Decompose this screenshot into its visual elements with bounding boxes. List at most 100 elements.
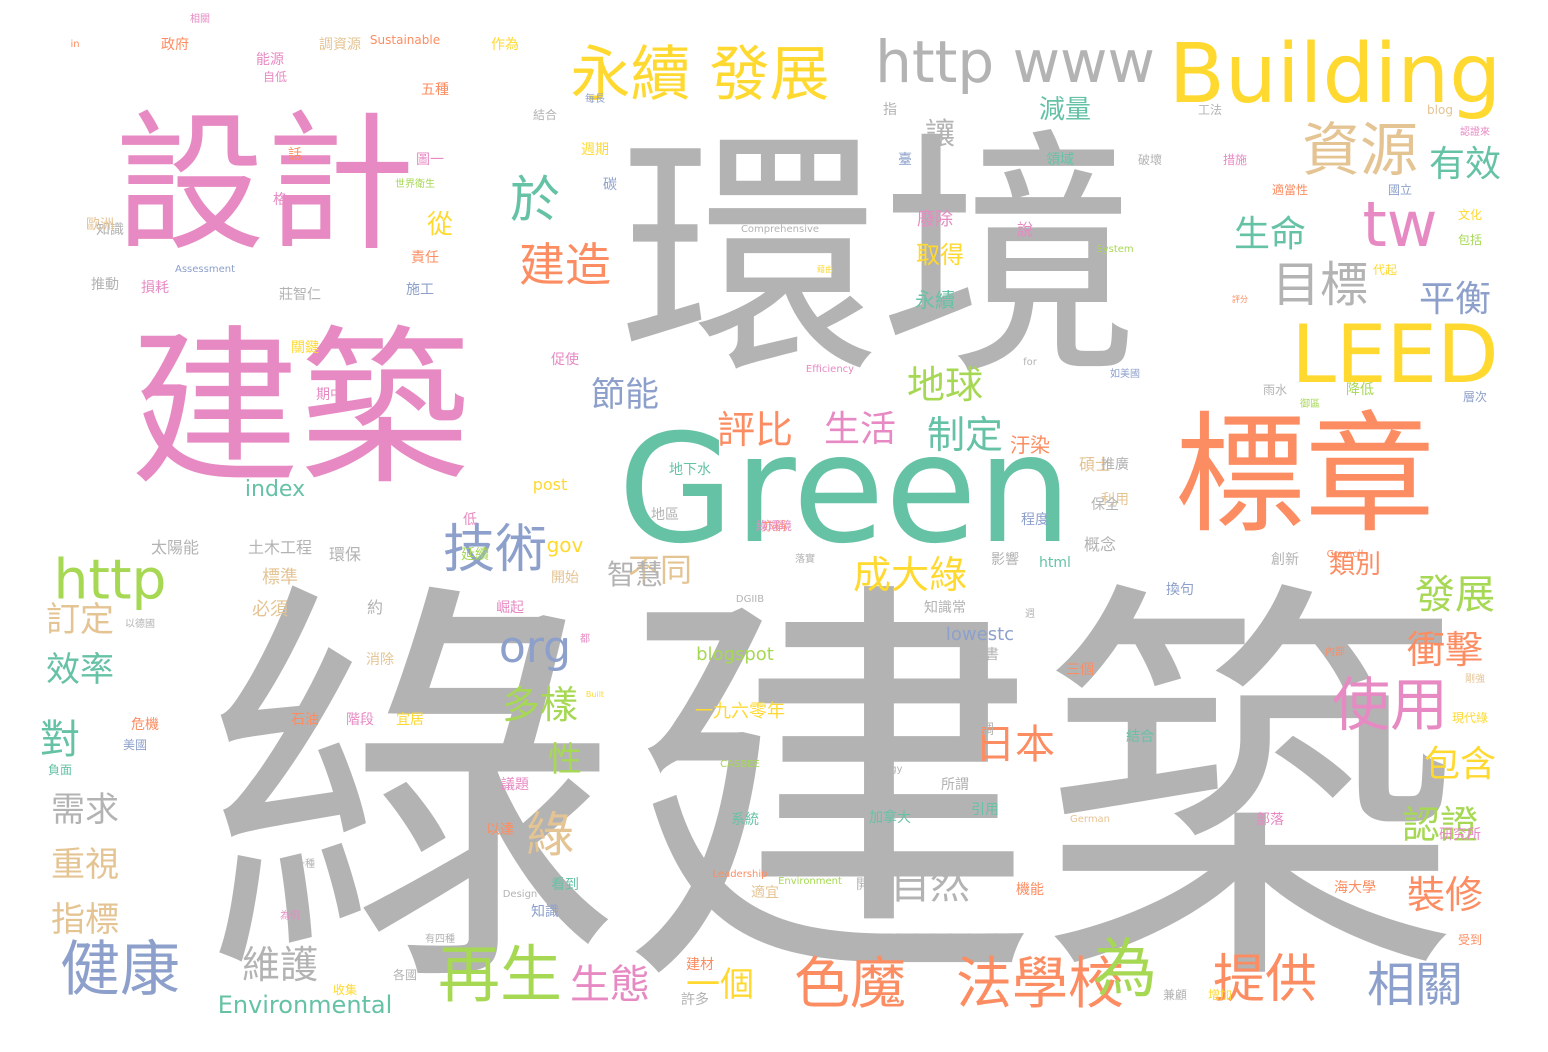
word-index: index	[244, 477, 306, 502]
word-197: 評分	[1232, 295, 1248, 304]
word-182: 世界衛生	[395, 179, 435, 190]
word-http-www: http www	[875, 28, 1155, 96]
word-100: 適宜	[751, 885, 779, 901]
word-147: 領域	[1046, 152, 1074, 168]
word-80: 消除	[366, 652, 394, 668]
word-164: 工法	[1197, 103, 1223, 117]
word-53: 訂定	[46, 600, 114, 640]
word-25: 建造	[519, 238, 611, 292]
word-1: 綠建築	[200, 550, 1460, 1039]
word-for: for	[1023, 357, 1037, 368]
word-dgiib: DGIIB	[735, 594, 765, 605]
word-efficiency: Efficiency	[805, 364, 855, 375]
word-158: 現代綠	[1451, 711, 1489, 725]
word-97: 引用	[971, 802, 999, 818]
word-17: 健康	[60, 935, 180, 1005]
word-188: 內部	[1325, 647, 1345, 658]
word-29: 成大綠	[852, 553, 968, 597]
word-78: 開始	[551, 570, 579, 586]
word-leed: LEED	[1291, 308, 1499, 401]
word-190: 如美國	[1110, 369, 1140, 380]
word-153: 包括	[1457, 233, 1483, 247]
word-environmental: Environmental	[217, 991, 393, 1019]
word-33: 衝擊	[1406, 628, 1484, 672]
word-69: 永續	[915, 288, 955, 312]
word-160: 兼顧	[1162, 988, 1188, 1002]
word-38: 自然	[890, 862, 970, 908]
word-165: 結合	[532, 108, 558, 122]
word-73: 土木工程	[247, 538, 313, 557]
word-68: 廢除	[917, 209, 953, 230]
word-154: 代起	[1372, 263, 1398, 277]
word-126: 關鍵	[291, 340, 319, 356]
word-council: Council	[1326, 549, 1364, 560]
word-35: 包含	[1423, 744, 1497, 785]
word-96: 加拿大	[869, 810, 911, 826]
word-43: 制定	[926, 413, 1004, 457]
word-150: 適當性	[1271, 183, 1309, 197]
word-145: 說	[1016, 220, 1034, 239]
word-tw: tw	[1362, 188, 1438, 261]
word-http: http	[53, 547, 167, 612]
word-48: 效率	[46, 650, 114, 690]
word-75: 標準	[262, 567, 298, 588]
word-lowestc: lowestc	[945, 624, 1015, 645]
word-101: 機能	[1016, 882, 1044, 898]
word-162: 臺	[898, 152, 912, 168]
word-86: 負面	[47, 763, 73, 777]
word-200: 綠環境	[755, 519, 793, 533]
word-105: 結合	[1126, 729, 1154, 745]
word-141: 自低	[262, 70, 288, 84]
word-91: 收集	[332, 983, 358, 997]
word-casbee: CASBEE	[720, 759, 760, 770]
word-57: 從	[426, 210, 454, 240]
word-42: 生活	[823, 409, 897, 450]
word-90: 知識	[531, 904, 559, 920]
word-198: 相關	[190, 14, 210, 25]
word-building: Building	[1168, 27, 1502, 122]
word-122: 延續	[461, 547, 489, 563]
word-157: 層次	[1462, 390, 1488, 404]
word-107: 三個	[1066, 662, 1094, 678]
word-127: 莊智仁	[279, 287, 321, 303]
word-31: 多樣	[501, 683, 579, 727]
word-88: 以達	[486, 822, 514, 838]
word-post: post	[532, 475, 568, 494]
word-109: 知識常	[924, 600, 966, 616]
word-103: 研究所	[1439, 827, 1481, 843]
word-119: 地下水	[669, 462, 711, 478]
word-194: 落實	[795, 554, 815, 565]
word-114: 概念	[1083, 535, 1117, 554]
word-german: German	[1069, 814, 1111, 825]
word-134: 格	[273, 192, 287, 208]
word-28: 有效	[1428, 144, 1502, 185]
word-system: System	[1096, 244, 1134, 255]
word-3: 建築	[129, 311, 471, 509]
word-34: 認證	[1401, 803, 1479, 847]
word-20: 為	[1093, 933, 1157, 1007]
word-81: 石油	[291, 712, 319, 728]
word-189: 認證來	[1460, 127, 1490, 138]
word-10: 永續 發展	[570, 40, 830, 110]
word-16: 再生	[437, 938, 563, 1011]
word-132: 知識	[96, 222, 124, 238]
word-58: 類別	[1328, 550, 1382, 580]
word-77: 約	[366, 598, 384, 617]
word-142: 調資源	[319, 37, 361, 53]
word-4: 設計	[114, 98, 416, 272]
word-146: 指	[883, 102, 897, 118]
word-199: 亦稱	[761, 519, 787, 533]
word-49: 重視	[51, 845, 119, 885]
word-195: 剛強	[1465, 674, 1485, 685]
word-151: 國立	[1387, 183, 1413, 197]
word-assessment: Assessment	[175, 264, 235, 275]
word-15: 使用	[1331, 671, 1449, 739]
word-built: Built	[585, 690, 605, 699]
word-green: Green	[617, 403, 1073, 577]
word-leadership: Leadership	[712, 869, 768, 880]
word-45: 地球	[906, 363, 984, 407]
word-149: 措施	[1222, 153, 1248, 167]
word-74: 環保	[328, 545, 362, 564]
word-environment: Environment	[778, 876, 842, 887]
